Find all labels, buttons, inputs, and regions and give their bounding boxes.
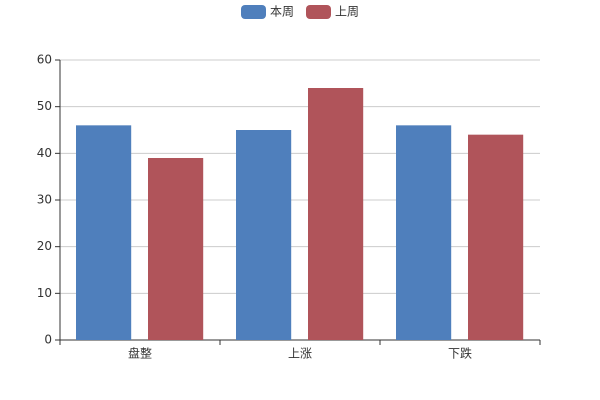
bar — [468, 134, 524, 340]
x-tick-label: 下跌 — [448, 346, 472, 361]
bar — [236, 130, 292, 340]
y-tick-label: 0 — [44, 333, 52, 347]
bar — [76, 125, 132, 340]
y-tick-label: 10 — [37, 286, 52, 300]
x-tick-label: 盘整 — [128, 346, 152, 361]
bar — [308, 88, 364, 340]
legend-icon — [306, 5, 331, 19]
legend-label: 上周 — [335, 5, 359, 19]
y-tick-label: 30 — [37, 193, 52, 207]
y-tick-label: 20 — [37, 239, 52, 253]
y-tick-label: 40 — [37, 146, 52, 160]
bar — [148, 158, 204, 340]
legend-label: 本周 — [270, 5, 294, 19]
x-tick-label: 上涨 — [288, 346, 312, 361]
y-tick-label: 60 — [37, 53, 52, 67]
legend-icon — [241, 5, 266, 19]
bar — [396, 125, 452, 340]
y-tick-label: 50 — [37, 99, 52, 113]
